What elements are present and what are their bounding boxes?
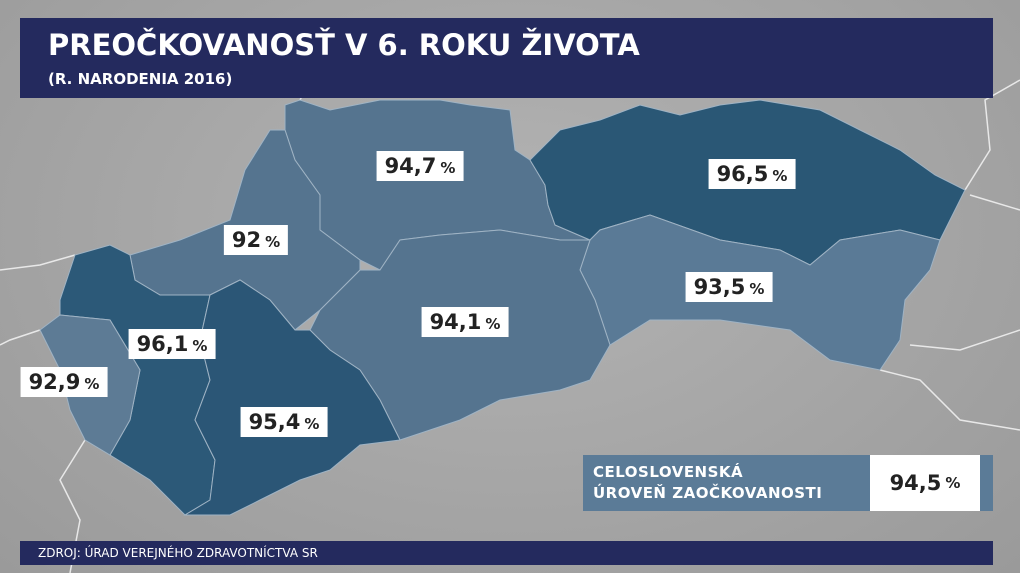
summary: CELOSLOVENSKÁ ÚROVEŇ ZAOČKOVANOSTI 94,5% (583, 455, 993, 511)
unit: % (304, 415, 320, 433)
value: 93,5 (693, 275, 746, 299)
value: 95,4 (248, 410, 301, 434)
value: 96,1 (136, 332, 189, 356)
region-label: 94,1% (421, 307, 509, 337)
unit: % (945, 474, 961, 492)
footer: ZDROJ: ÚRAD VEREJNÉHO ZDRAVOTNÍCTVA SR (20, 541, 993, 565)
value: 94,1 (429, 310, 482, 334)
region-nitra (183, 279, 401, 516)
summary-line: ÚROVEŇ ZAOČKOVANOSTI (593, 484, 823, 502)
value: 96,5 (716, 162, 769, 186)
header: PREOČKOVANOSŤ V 6. ROKU ŽIVOTA (R. NAROD… (20, 18, 993, 98)
summary-line: CELOSLOVENSKÁ (593, 463, 744, 481)
unit: % (192, 337, 208, 355)
region-label: 96,1% (128, 329, 216, 359)
subtitle: (R. NARODENIA 2016) (48, 70, 233, 88)
value: 92,9 (28, 370, 81, 394)
value: 94,7 (384, 154, 437, 178)
value: 94,5 (889, 471, 942, 495)
region-label: 94,7% (376, 151, 464, 181)
region-label: 92% (223, 225, 289, 255)
source: ZDROJ: ÚRAD VEREJNÉHO ZDRAVOTNÍCTVA SR (38, 546, 318, 560)
unit: % (749, 280, 765, 298)
region-label: 95,4% (240, 407, 328, 437)
summary-value: 94,5% (870, 455, 980, 511)
unit: % (772, 167, 788, 185)
region-label: 92,9% (20, 367, 108, 397)
region-label: 96,5% (708, 159, 796, 189)
unit: % (84, 375, 100, 393)
title: PREOČKOVANOSŤ V 6. ROKU ŽIVOTA (48, 28, 640, 62)
region-label: 93,5% (685, 272, 773, 302)
summary-label: CELOSLOVENSKÁ ÚROVEŇ ZAOČKOVANOSTI (593, 462, 822, 504)
unit: % (485, 315, 501, 333)
value: 92 (231, 228, 262, 252)
unit: % (265, 233, 281, 251)
unit: % (440, 159, 456, 177)
